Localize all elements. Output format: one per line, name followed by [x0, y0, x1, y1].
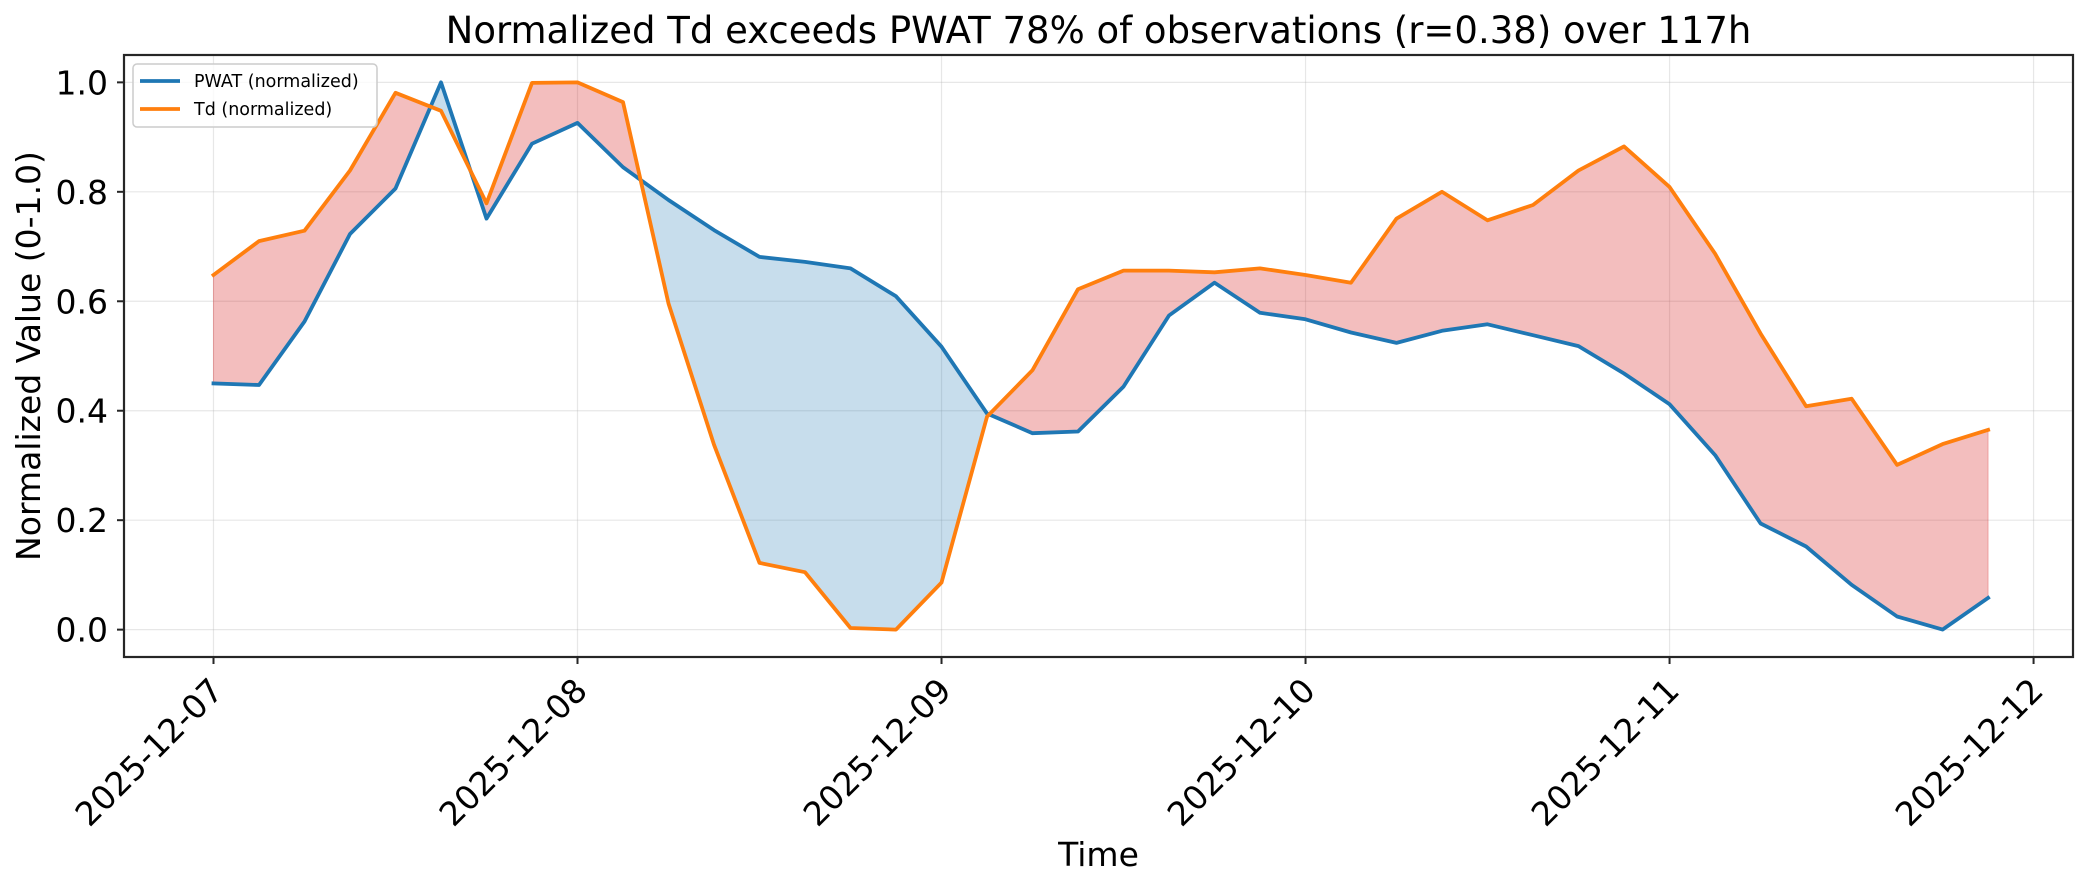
td-line-points [213, 82, 1989, 630]
pwat-line-points [213, 82, 1989, 630]
pwat-line [211, 80, 1991, 632]
y-axis-label: Normalized Value (0-1.0) [9, 151, 48, 561]
series-lines [210, 80, 1991, 632]
legend-label-td: Td (normalized) [193, 100, 332, 120]
axes-background [124, 55, 2073, 657]
axes-frame [122, 53, 2075, 659]
td-line [210, 80, 1991, 632]
y-tick-label: 0.8 [56, 173, 108, 212]
y-axis-ticks: 0.0 0.2 0.4 0.6 0.8 1.0 [56, 63, 124, 650]
legend: PWAT (normalized) Td (normalized) [132, 63, 378, 128]
chart-title: Normalized Td exceeds PWAT 78% of observ… [446, 9, 1752, 52]
y-tick-label: 1.0 [56, 63, 108, 102]
y-tick-label: 0.6 [56, 282, 108, 321]
x-axis-label: Time [1057, 835, 1139, 874]
legend-box [132, 63, 378, 128]
y-tick-label: 0.2 [56, 501, 108, 540]
legend-label-pwat: PWAT (normalized) [194, 72, 359, 92]
y-tick-label: 0.4 [56, 392, 108, 431]
y-tick-label: 0.0 [56, 611, 108, 650]
